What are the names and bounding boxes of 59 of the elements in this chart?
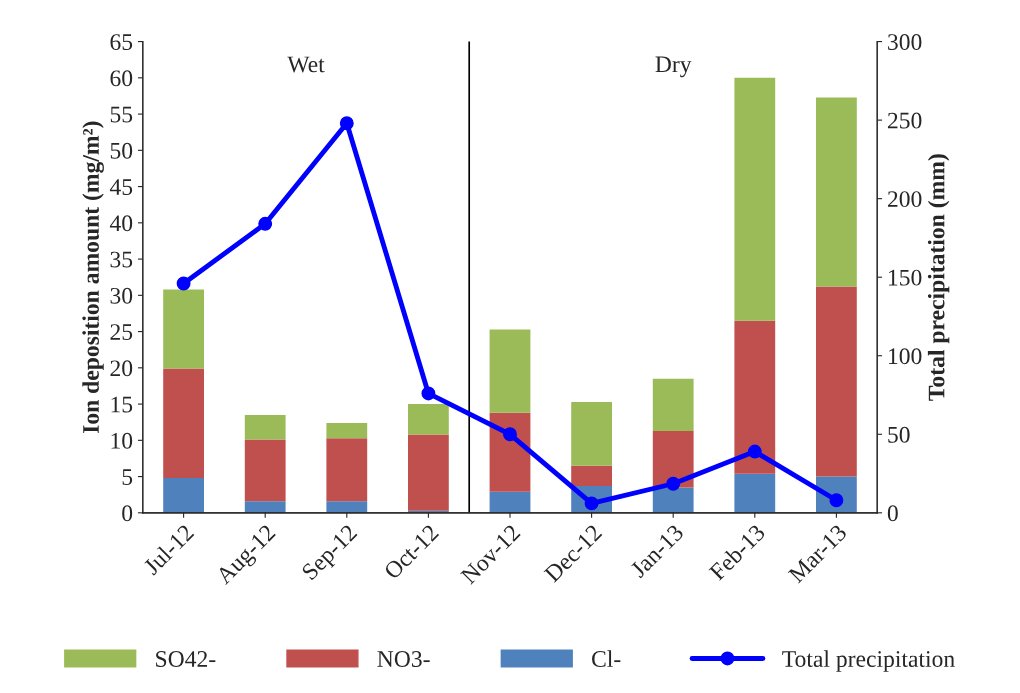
bar [816,97,857,287]
bar [489,412,531,492]
bar [652,378,694,431]
bar [408,434,449,511]
bar [163,478,204,513]
point [503,427,517,442]
y-tick-label: 20 [110,360,133,377]
y-tick-label: 40 [109,215,133,232]
bar [734,77,776,321]
bar [326,422,368,439]
y-tick-label: 10 [111,432,133,449]
bar [734,473,776,513]
y-tick-label: 45 [109,179,133,195]
y-tick-label: 65 [110,34,133,50]
y-tick-label: 55 [110,106,133,123]
y2-tick-label: 200 [887,191,922,208]
legend-label: Total precipitation [782,650,955,672]
y2-tick-label: 0 [887,505,898,522]
bar [652,487,694,513]
bar [244,501,286,513]
point [258,216,273,231]
y2-tick-label: 150 [889,269,922,286]
bar [326,501,368,513]
y-tick-label: 15 [111,396,133,413]
y-tick-label: 25 [110,324,133,340]
annotation: Wet [287,56,325,73]
bar [816,286,857,477]
bar [244,439,286,502]
bar [489,329,531,413]
bar [489,491,531,513]
y2-tick-label: 250 [887,112,922,129]
y-tick-label: 30 [110,287,133,304]
y-tick-label: 60 [110,70,133,87]
y2-tick-label: 300 [888,34,922,50]
bar [734,320,776,474]
y-tick-label: 50 [110,142,133,159]
bar [326,438,368,502]
bar [571,401,612,466]
annotation: Dry [655,56,692,78]
point [421,386,436,401]
point [176,276,191,291]
legend-label: SO42- [156,651,216,667]
point [666,476,681,491]
y-tick-label: 35 [110,251,133,268]
bar [163,289,204,369]
point [747,444,762,459]
bar [244,414,286,440]
y-tick-label: 5 [122,469,133,485]
y2-tick-label: 50 [888,426,910,443]
y-tick-label: 0 [122,505,133,522]
y2-tick-label: 100 [889,348,922,365]
y2-axis-title: Total precipitation (mm) [927,154,950,401]
bar [163,368,204,479]
legend-label: Cl- [592,650,621,667]
bar [571,465,612,486]
y-axis-title: Ion deposition amount (mg/m²) [82,121,104,434]
point [339,116,354,131]
legend-label: NO3- [377,651,430,667]
bar [408,404,449,435]
